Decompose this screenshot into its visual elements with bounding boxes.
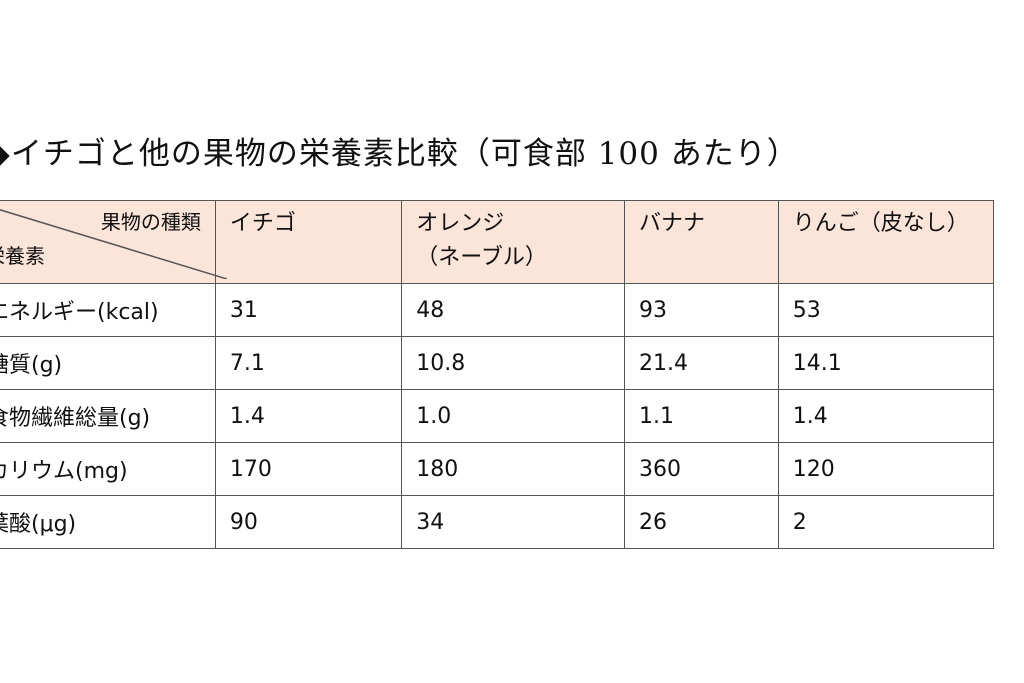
table-cell: 21.4 [624, 336, 779, 390]
table-cell: 34 [401, 495, 626, 549]
row-label: 食物繊維総量(g) [0, 389, 216, 443]
corner-label-fruit-type: 果物の種類 [100, 210, 201, 234]
column-header-label: イチゴ [229, 211, 296, 236]
table-cell: 14.1 [777, 336, 995, 390]
table-cell: 1.4 [214, 389, 403, 443]
table-cell: 10.8 [401, 336, 626, 390]
diagonal-divider [0, 209, 227, 279]
table-cell: 53 [777, 283, 995, 337]
table-cell: 48 [401, 283, 626, 337]
column-header-banana: バナナ [624, 200, 779, 284]
table-cell: 1.0 [401, 389, 626, 443]
column-header-label: オレンジ [416, 211, 505, 236]
column-header-apple: りんご（皮なし） [777, 200, 995, 284]
table-cell: 2 [777, 495, 995, 549]
corner-header-cell: 果物の種類 栄養素 [0, 200, 227, 284]
corner-label-nutrient: 栄養素 [0, 244, 45, 268]
table-cell: 1.1 [624, 389, 779, 443]
nutrient-comparison-table: 果物の種類 栄養素 イチゴ オレンジ （ネーブル） バナナ りんご（皮なし） エネ… [0, 200, 995, 549]
table-row: カリウム(mg) 170 180 360 120 [0, 442, 995, 496]
page-title: ◆イチゴと他の果物の栄養素比較（可食部 100 あたり） [0, 136, 799, 172]
table-cell: 180 [401, 442, 626, 496]
table-cell: 120 [777, 442, 995, 496]
row-label: カリウム(mg) [0, 442, 216, 496]
table-cell: 93 [624, 283, 779, 337]
column-header-strawberry: イチゴ [214, 200, 403, 284]
table-row: 糖質(g)7.110.821.414.1 [0, 336, 995, 390]
row-label: 糖質(g) [0, 336, 216, 390]
row-label: 葉酸(μg) [0, 495, 216, 549]
column-header-label: バナナ [639, 211, 706, 236]
row-label: エネルギー(kcal) [0, 283, 216, 337]
table-cell: 1.4 [777, 389, 995, 443]
column-header-sublabel: （ネーブル） [416, 245, 547, 270]
table-cell: 170 [214, 442, 403, 496]
table-cell: 31 [214, 283, 403, 337]
column-header-orange: オレンジ （ネーブル） [401, 200, 626, 284]
table-cell: 360 [624, 442, 779, 496]
table-cell: 26 [624, 495, 779, 549]
table-cell: 7.1 [214, 336, 403, 390]
table-header-row: 果物の種類 栄養素 イチゴ オレンジ （ネーブル） バナナ りんご（皮なし） [0, 200, 995, 284]
table-row: 食物繊維総量(g) 1.4 1.0 1.1 1.4 [0, 389, 995, 443]
column-header-label: りんご（皮なし） [792, 211, 969, 236]
table-row: エネルギー(kcal) 31 48 93 53 [0, 283, 995, 337]
table-cell: 90 [214, 495, 403, 549]
